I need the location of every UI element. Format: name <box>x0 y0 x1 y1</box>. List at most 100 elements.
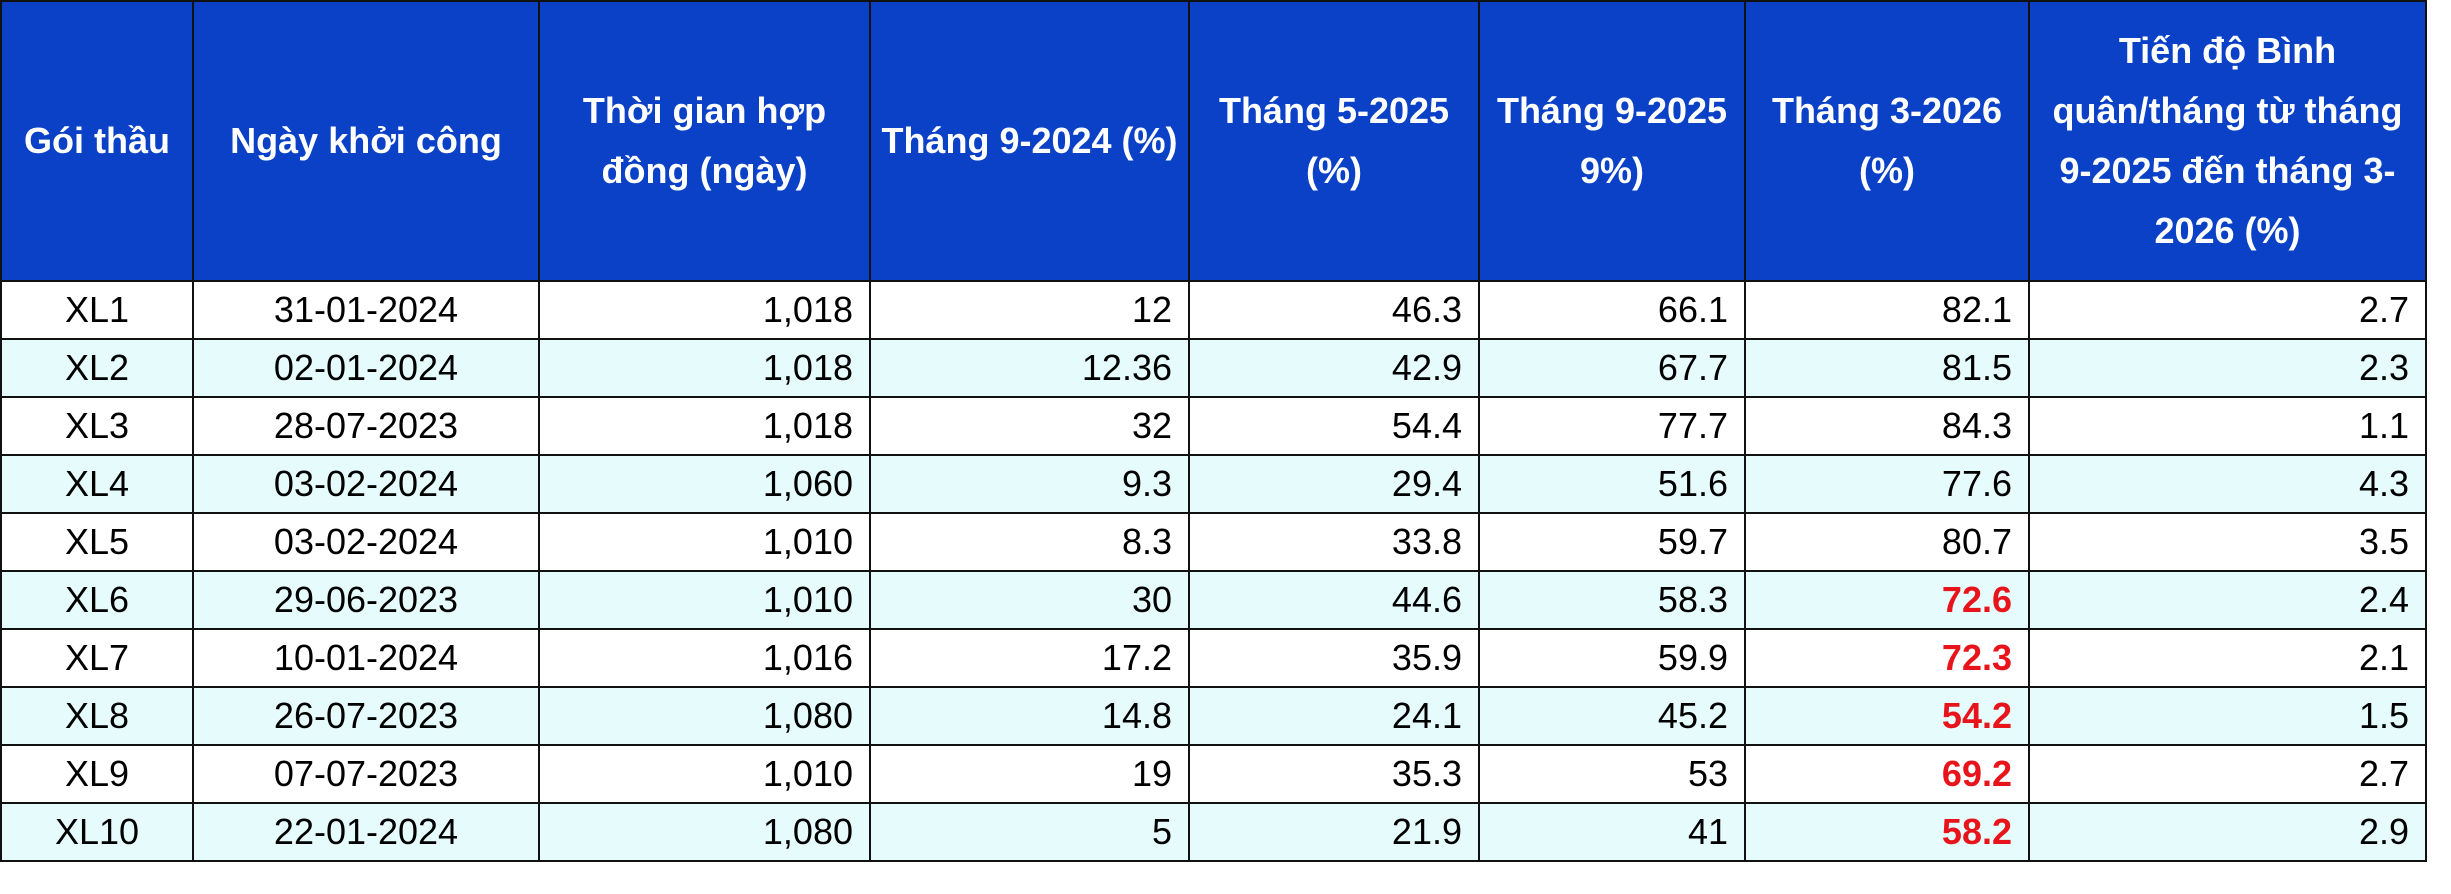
table-cell: 35.9 <box>1188 628 1480 688</box>
table-cell: 1,018 <box>538 280 871 340</box>
table-header: Gói thầu Ngày khởi công Thời gian hợp đồng… <box>0 0 2427 282</box>
table-cell: XL9 <box>0 744 194 804</box>
table-row: XL6 29-06-2023 1,010 30 44.6 58.3 72.6 2.4 <box>0 570 2427 630</box>
table-body: XL1 31-01-2024 1,018 12 46.3 66.1 82.1 2.7 XL2 02… <box>0 280 2427 862</box>
table-cell: 44.6 <box>1188 570 1480 630</box>
table-cell: 58.2 <box>1744 802 2030 862</box>
table-cell: 33.8 <box>1188 512 1480 572</box>
table-row: XL1 31-01-2024 1,018 12 46.3 66.1 82.1 2.7 <box>0 280 2427 340</box>
table-cell: 59.9 <box>1478 628 1746 688</box>
table-cell: 5 <box>869 802 1190 862</box>
table-row: XL5 03-02-2024 1,010 8.3 33.8 59.7 80.7 3.5 <box>0 512 2427 572</box>
table-cell: 72.3 <box>1744 628 2030 688</box>
table-cell: 03-02-2024 <box>192 512 540 572</box>
table-cell: 1,010 <box>538 744 871 804</box>
table-cell: 03-02-2024 <box>192 454 540 514</box>
table-cell: 1.5 <box>2028 686 2427 746</box>
table-cell: 1.1 <box>2028 396 2427 456</box>
table-row: XL10 22-01-2024 1,080 5 21.9 41 58.2 2.9 <box>0 802 2427 862</box>
table-cell: 3.5 <box>2028 512 2427 572</box>
table-cell: 07-07-2023 <box>192 744 540 804</box>
table-row: XL3 28-07-2023 1,018 32 54.4 77.7 84.3 1.1 <box>0 396 2427 456</box>
table-cell: 69.2 <box>1744 744 2030 804</box>
table-cell: 58.3 <box>1478 570 1746 630</box>
table-cell: 2.3 <box>2028 338 2427 398</box>
table-cell: 2.1 <box>2028 628 2427 688</box>
header-cell: Tháng 9-2024 (%) <box>869 0 1190 282</box>
table-cell: 42.9 <box>1188 338 1480 398</box>
table-cell: XL1 <box>0 280 194 340</box>
table-cell: XL6 <box>0 570 194 630</box>
table-cell: 59.7 <box>1478 512 1746 572</box>
header-cell: Tháng 3-2026 (%) <box>1744 0 2030 282</box>
table-cell: 77.6 <box>1744 454 2030 514</box>
table-row: XL8 26-07-2023 1,080 14.8 24.1 45.2 54.2 1.5 <box>0 686 2427 746</box>
table-cell: 14.8 <box>869 686 1190 746</box>
table-cell: 66.1 <box>1478 280 1746 340</box>
table-cell: 2.7 <box>2028 280 2427 340</box>
table-row: XL2 02-01-2024 1,018 12.36 42.9 67.7 81.5 2.3 <box>0 338 2427 398</box>
table-cell: 46.3 <box>1188 280 1480 340</box>
table-cell: XL10 <box>0 802 194 862</box>
table-cell: 82.1 <box>1744 280 2030 340</box>
header-row: Gói thầu Ngày khởi công Thời gian hợp đồng… <box>0 0 2427 282</box>
table-cell: 28-07-2023 <box>192 396 540 456</box>
table-row: XL4 03-02-2024 1,060 9.3 29.4 51.6 77.6 4.3 <box>0 454 2427 514</box>
table-cell: 84.3 <box>1744 396 2030 456</box>
table-cell: 41 <box>1478 802 1746 862</box>
table-cell: XL2 <box>0 338 194 398</box>
table-cell: 1,018 <box>538 396 871 456</box>
header-cell: Tháng 9-2025 9%) <box>1478 0 1746 282</box>
table-cell: 77.7 <box>1478 396 1746 456</box>
header-cell: Tháng 5-2025 (%) <box>1188 0 1480 282</box>
table-cell: 1,080 <box>538 802 871 862</box>
table-cell: 54.4 <box>1188 396 1480 456</box>
table-cell: 45.2 <box>1478 686 1746 746</box>
table-cell: XL8 <box>0 686 194 746</box>
header-cell: Tiến độ Bình quân/tháng từ tháng 9-2025 … <box>2028 0 2427 282</box>
table-cell: XL5 <box>0 512 194 572</box>
table-cell: 67.7 <box>1478 338 1746 398</box>
table-row: XL9 07-07-2023 1,010 19 35.3 53 69.2 2.7 <box>0 744 2427 804</box>
table-cell: 1,060 <box>538 454 871 514</box>
table-cell: 10-01-2024 <box>192 628 540 688</box>
table-cell: 8.3 <box>869 512 1190 572</box>
table-cell: 53 <box>1478 744 1746 804</box>
table-cell: 72.6 <box>1744 570 2030 630</box>
table-cell: 30 <box>869 570 1190 630</box>
table-row: XL7 10-01-2024 1,016 17.2 35.9 59.9 72.3 2.1 <box>0 628 2427 688</box>
table-cell: 2.4 <box>2028 570 2427 630</box>
progress-table: Gói thầu Ngày khởi công Thời gian hợp đồng… <box>0 0 2427 862</box>
table-cell: 35.3 <box>1188 744 1480 804</box>
table-cell: 02-01-2024 <box>192 338 540 398</box>
table-cell: 1,018 <box>538 338 871 398</box>
header-cell: Thời gian hợp đồng (ngày) <box>538 0 871 282</box>
table-cell: 2.7 <box>2028 744 2427 804</box>
table-cell: 29-06-2023 <box>192 570 540 630</box>
table-cell: 4.3 <box>2028 454 2427 514</box>
table-cell: 19 <box>869 744 1190 804</box>
header-cell: Gói thầu <box>0 0 194 282</box>
table-cell: 51.6 <box>1478 454 1746 514</box>
table-cell: 32 <box>869 396 1190 456</box>
table-cell: 17.2 <box>869 628 1190 688</box>
table-cell: 54.2 <box>1744 686 2030 746</box>
table-cell: XL3 <box>0 396 194 456</box>
table-cell: 1,010 <box>538 570 871 630</box>
table-cell: 12 <box>869 280 1190 340</box>
table-cell: 29.4 <box>1188 454 1480 514</box>
table-cell: 81.5 <box>1744 338 2030 398</box>
table-cell: 80.7 <box>1744 512 2030 572</box>
table-cell: 24.1 <box>1188 686 1480 746</box>
table-cell: 1,080 <box>538 686 871 746</box>
table-cell: 1,010 <box>538 512 871 572</box>
table-cell: XL7 <box>0 628 194 688</box>
table-cell: 12.36 <box>869 338 1190 398</box>
table-cell: 31-01-2024 <box>192 280 540 340</box>
table-cell: 22-01-2024 <box>192 802 540 862</box>
table-cell: 9.3 <box>869 454 1190 514</box>
table-cell: 26-07-2023 <box>192 686 540 746</box>
header-cell: Ngày khởi công <box>192 0 540 282</box>
